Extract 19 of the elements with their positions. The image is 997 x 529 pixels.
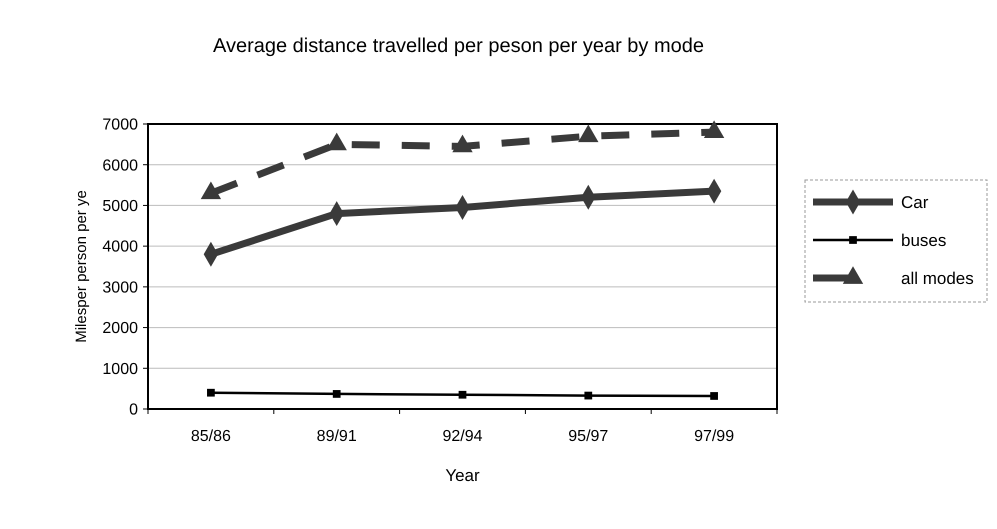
x-axis-title: Year xyxy=(445,466,480,485)
legend-label: all modes xyxy=(901,268,974,288)
x-tick-label: 95/97 xyxy=(568,428,608,445)
y-tick-label: 3000 xyxy=(102,279,138,296)
x-tick-label: 92/94 xyxy=(442,428,483,445)
y-tick-label: 6000 xyxy=(102,157,138,174)
y-tick-label: 2000 xyxy=(102,320,138,338)
x-tick-label: 97/99 xyxy=(694,428,734,445)
y-tick-label: 0 xyxy=(129,402,138,419)
y-tick-label: 4000 xyxy=(102,238,138,256)
y-tick-label: 5000 xyxy=(102,198,138,216)
legend-label: buses xyxy=(901,230,946,250)
legend-label: Car xyxy=(901,192,929,212)
x-tick-label: 85/86 xyxy=(190,428,232,445)
y-tick-label: 7000 xyxy=(102,116,138,134)
y-tick-label: 1000 xyxy=(102,360,138,378)
y-axis-title: Milesper person per ye xyxy=(73,190,90,343)
chart-title: Average distance travelled per peson per year by mode xyxy=(212,35,704,57)
x-tick-label: 89/91 xyxy=(316,428,357,445)
